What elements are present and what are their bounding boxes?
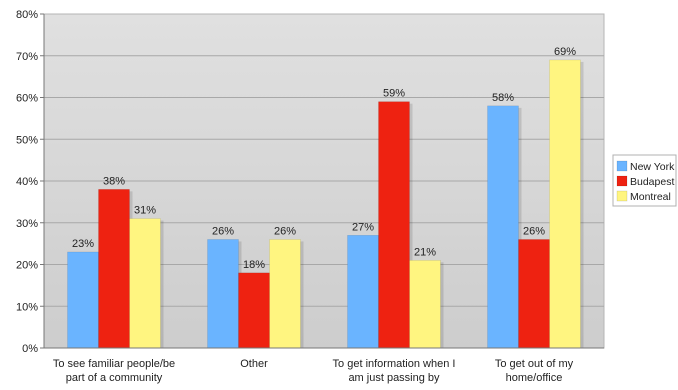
legend-label: Montreal	[630, 191, 671, 203]
data-label: 38%	[103, 175, 125, 187]
y-tick-label: 50%	[16, 134, 38, 146]
data-label: 31%	[134, 205, 156, 217]
data-label: 26%	[212, 225, 234, 237]
legend-label: New York	[630, 161, 675, 173]
bar	[207, 239, 239, 349]
bar	[347, 235, 379, 349]
bar	[487, 105, 519, 349]
data-label: 69%	[554, 46, 576, 58]
legend-swatch	[616, 175, 628, 187]
data-label: 58%	[492, 92, 514, 104]
x-axis-ticks: To see familiar people/be part of a commu…	[53, 358, 574, 384]
bars	[67, 59, 584, 349]
x-tick-label: To see familiar people/be	[53, 358, 175, 370]
bar	[378, 101, 410, 349]
legend: New York Budapest Montreal	[612, 154, 677, 207]
y-axis-ticks: 0% 10% 20% 30% 40% 50% 60% 70% 80%	[16, 9, 44, 355]
y-tick-label: 60%	[16, 93, 38, 105]
data-label: 26%	[523, 225, 545, 237]
data-label: 21%	[414, 246, 436, 258]
bar	[549, 59, 581, 349]
legend-swatch	[616, 190, 628, 202]
y-tick-label: 70%	[16, 51, 38, 63]
x-tick-label: part of a community	[66, 372, 163, 384]
data-label: 27%	[352, 221, 374, 233]
bar	[518, 239, 550, 349]
x-tick-label: To get out of my	[495, 358, 574, 370]
x-tick-label: home/office	[506, 372, 563, 384]
data-label: 23%	[72, 238, 94, 250]
data-labels: 23% 38% 31% 26% 18% 26% 27% 59% 21% 58% 26% 69%	[72, 46, 576, 271]
legend-swatch	[616, 160, 628, 172]
bar	[269, 239, 301, 349]
x-tick-label: am just passing by	[348, 372, 440, 384]
bar	[98, 189, 130, 349]
data-label: 59%	[383, 88, 405, 100]
bar	[129, 218, 161, 349]
y-tick-label: 0%	[22, 343, 38, 355]
x-tick-label: To get information when I	[333, 358, 456, 370]
legend-label: Budapest	[630, 176, 674, 188]
y-tick-label: 30%	[16, 218, 38, 230]
y-tick-label: 20%	[16, 260, 38, 272]
data-label: 26%	[274, 225, 296, 237]
bar	[238, 272, 270, 349]
x-tick-label: Other	[240, 358, 268, 370]
data-label: 18%	[243, 259, 265, 271]
y-tick-label: 40%	[16, 176, 38, 188]
bar	[409, 260, 441, 349]
bar	[67, 251, 99, 349]
y-tick-label: 80%	[16, 9, 38, 21]
y-tick-label: 10%	[16, 301, 38, 313]
